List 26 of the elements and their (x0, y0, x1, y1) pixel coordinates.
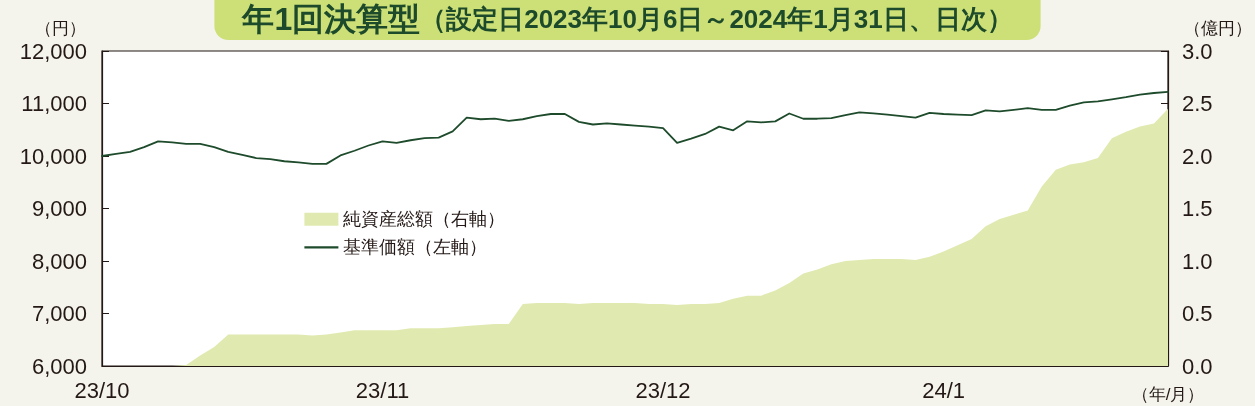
y2-tick-label: 2.5 (1182, 91, 1213, 116)
x-tick-label: 24/1 (922, 377, 965, 403)
x-tick-label: 23/12 (635, 377, 691, 403)
chart-subtitle: （設定日2023年10月6日～2024年1月31日、日次） (420, 4, 1013, 34)
y2-axis-title: （億円） (1184, 19, 1252, 38)
y-tick-label: 11,000 (21, 91, 87, 116)
x-tick-label: 23/10 (74, 377, 130, 403)
y-tick-label: 8,000 (31, 248, 87, 274)
chart-title: 年1回決算型 (241, 1, 421, 37)
y-tick-label: 6,000 (31, 353, 87, 379)
y-axis-title: （円） (35, 19, 86, 38)
line-series (101, 91, 1169, 165)
y2-tick-label: 3.0 (1182, 38, 1213, 64)
x-tick-label: 23/11 (355, 377, 410, 403)
y2-tick-label: 0.0 (1182, 353, 1213, 379)
y2-tick-label: 2.0 (1182, 143, 1213, 169)
y-tick-label: 7,000 (31, 301, 87, 326)
y2-tick-label: 0.5 (1182, 301, 1213, 326)
y-tick-label: 12,000 (19, 38, 87, 64)
y-tick-label: 9,000 (31, 196, 87, 221)
legend-label: 純資産総額（右軸） (343, 209, 506, 230)
legend-label: 基準価額（左軸） (343, 237, 488, 258)
y-tick-label: 10,000 (19, 143, 87, 169)
y2-tick-label: 1.0 (1182, 248, 1213, 274)
y2-tick-label: 1.5 (1182, 196, 1213, 221)
x-axis-title: （年/月） (1131, 385, 1205, 404)
